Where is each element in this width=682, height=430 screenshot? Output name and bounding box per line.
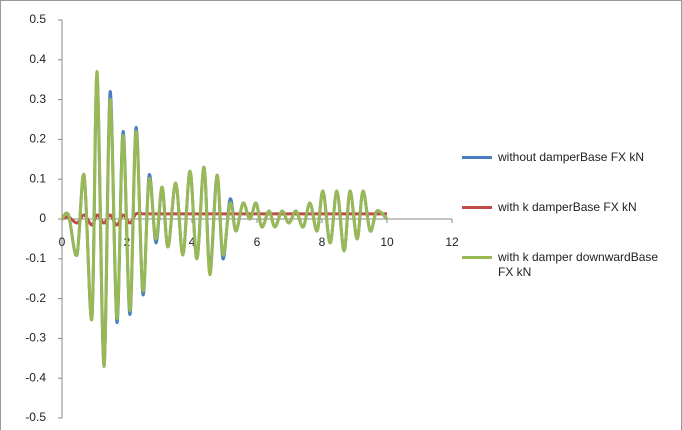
y-tick-label: 0.2 bbox=[29, 132, 46, 146]
x-tick-label: 10 bbox=[380, 235, 394, 249]
y-tick-label: -0.2 bbox=[25, 291, 46, 305]
y-tick-label: 0.1 bbox=[29, 171, 46, 185]
legend-swatch bbox=[462, 206, 492, 209]
y-tick-label: -0.5 bbox=[25, 410, 46, 424]
y-tick-label: 0 bbox=[39, 211, 46, 225]
x-tick-label: 0 bbox=[59, 235, 66, 249]
y-tick-label: -0.3 bbox=[25, 331, 46, 345]
x-tick-label: 6 bbox=[254, 235, 261, 249]
y-tick-label: -0.1 bbox=[25, 251, 46, 265]
series-line bbox=[60, 70, 389, 368]
legend-item: without damperBase FX kN bbox=[462, 150, 677, 200]
legend-item: with k damper downwardBase FX kN bbox=[462, 250, 677, 300]
series-line bbox=[61, 211, 387, 227]
legend: without damperBase FX kN with k damperBas… bbox=[462, 150, 677, 300]
legend-swatch bbox=[462, 156, 492, 159]
x-tick-label: 8 bbox=[319, 235, 326, 249]
y-tick-label: 0.3 bbox=[29, 92, 46, 106]
legend-label: without damperBase FX kN bbox=[498, 150, 645, 164]
legend-item: with k damperBase FX kN bbox=[462, 200, 677, 250]
y-tick-label: -0.4 bbox=[25, 370, 46, 384]
y-tick-label: 0.4 bbox=[29, 52, 46, 66]
y-tick-label: 0.5 bbox=[29, 12, 46, 26]
legend-label: with k damperBase FX kN bbox=[498, 200, 637, 214]
legend-swatch bbox=[462, 256, 492, 259]
legend-label: with k damper downwardBase FX kN bbox=[498, 250, 659, 279]
x-tick-label: 12 bbox=[445, 235, 459, 249]
x-tick-label: 4 bbox=[189, 235, 196, 249]
